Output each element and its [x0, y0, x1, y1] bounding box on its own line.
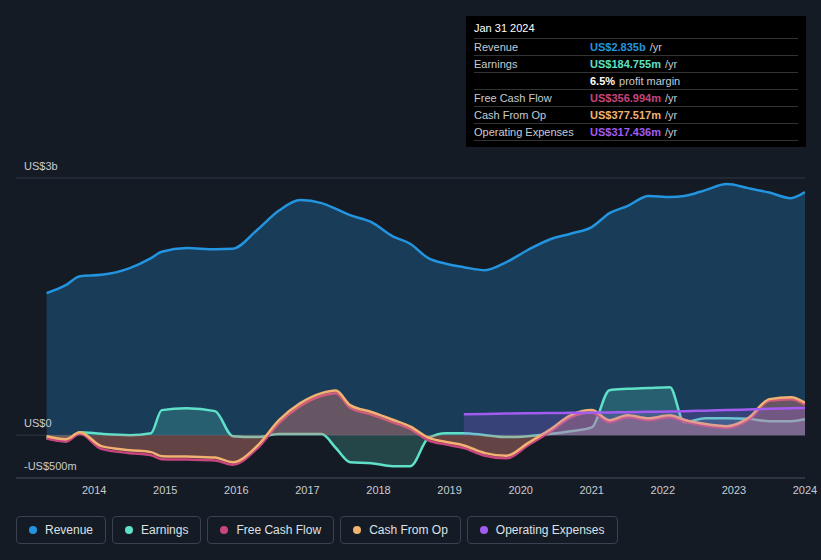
svg-text:2021: 2021 — [580, 484, 604, 496]
html-text:Operating Expenses: Operating Expenses — [495, 523, 605, 537]
html-text:Free Cash Flow: Free Cash Flow — [236, 523, 322, 537]
svg-text:US$3b: US$3b — [24, 160, 58, 172]
html-text:Earnings: Earnings — [141, 523, 189, 537]
html-text:US$317.436m /yr: US$317.436m /yr — [590, 126, 678, 138]
svg-text:2017: 2017 — [295, 484, 319, 496]
html-text:Free Cash Flow: Free Cash Flow — [474, 92, 552, 104]
svg-text:2018: 2018 — [366, 484, 390, 496]
html-text:US$356.994m /yr: US$356.994m /yr — [590, 92, 678, 104]
html-text:Jan 31 2024: Jan 31 2024 — [474, 22, 535, 34]
svg-text:2015: 2015 — [153, 484, 177, 496]
html-text:Earnings: Earnings — [474, 58, 518, 70]
html-text:US$377.517m /yr: US$377.517m /yr — [590, 109, 678, 121]
svg-text:2016: 2016 — [224, 484, 248, 496]
svg-text:2023: 2023 — [722, 484, 746, 496]
svg-text:2020: 2020 — [508, 484, 532, 496]
html-text:Operating Expenses: Operating Expenses — [474, 126, 574, 138]
html-text:Revenue: Revenue — [474, 41, 518, 53]
svg-text:2019: 2019 — [437, 484, 461, 496]
html-text:6.5% profit margin: 6.5% profit margin — [590, 75, 681, 87]
html-text:Cash From Op: Cash From Op — [369, 523, 448, 537]
html-text:Cash From Op: Cash From Op — [474, 109, 547, 121]
html-text:Revenue: Revenue — [45, 523, 93, 537]
svg-text:-US$500m: -US$500m — [24, 460, 77, 472]
html-text:US$2.835b /yr: US$2.835b /yr — [590, 41, 662, 53]
svg-text:US$0: US$0 — [24, 417, 52, 429]
svg-text:2014: 2014 — [82, 484, 106, 496]
html-text:US$184.755m /yr: US$184.755m /yr — [590, 58, 678, 70]
svg-text:2024: 2024 — [793, 484, 813, 496]
svg-text:2022: 2022 — [651, 484, 675, 496]
